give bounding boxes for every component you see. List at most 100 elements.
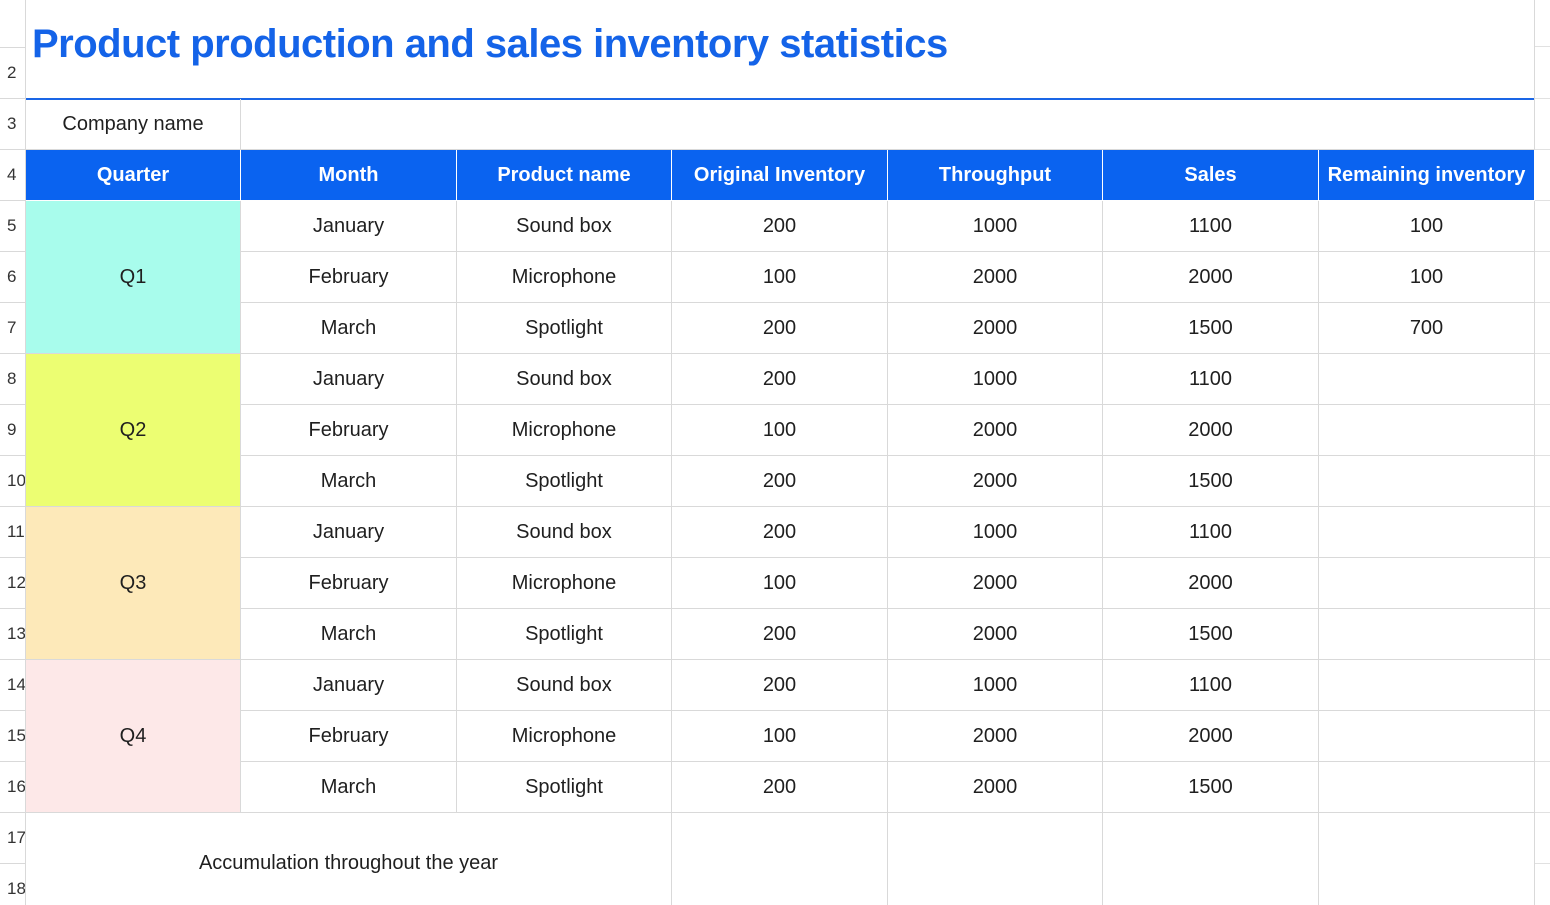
quarter-cell[interactable]: Q1 xyxy=(26,201,241,354)
cell-remaining[interactable] xyxy=(1319,609,1535,660)
cell-sales[interactable]: 1500 xyxy=(1103,762,1319,813)
cell-remaining[interactable] xyxy=(1319,660,1535,711)
cell-sales[interactable]: 2000 xyxy=(1103,558,1319,609)
row-number[interactable]: 3 xyxy=(7,114,17,133)
cell-remaining[interactable]: 100 xyxy=(1319,201,1535,252)
row-number[interactable]: 12 xyxy=(7,573,26,592)
cell-product[interactable]: Spotlight xyxy=(457,303,672,354)
cell-original[interactable]: 200 xyxy=(672,201,888,252)
cell-original[interactable]: 200 xyxy=(672,456,888,507)
row-number[interactable]: 18 xyxy=(7,879,26,898)
cell-throughput[interactable]: 2000 xyxy=(888,558,1103,609)
sheet-title[interactable]: Product production and sales inventory s… xyxy=(32,22,948,66)
cell-original[interactable]: 200 xyxy=(672,660,888,711)
row-number[interactable]: 16 xyxy=(7,777,26,796)
header-sales[interactable]: Sales xyxy=(1103,150,1319,201)
cell-remaining[interactable] xyxy=(1319,456,1535,507)
cell-product[interactable]: Sound box xyxy=(457,354,672,405)
cell-sales[interactable]: 1500 xyxy=(1103,303,1319,354)
header-throughput[interactable]: Throughput xyxy=(888,150,1103,201)
cell-product[interactable]: Microphone xyxy=(457,405,672,456)
cell-remaining[interactable] xyxy=(1319,405,1535,456)
cell-throughput[interactable]: 1000 xyxy=(888,660,1103,711)
row-number[interactable]: 5 xyxy=(7,216,17,235)
cell-month[interactable]: March xyxy=(241,456,457,507)
cell-throughput[interactable]: 1000 xyxy=(888,507,1103,558)
cell-sales[interactable]: 1500 xyxy=(1103,609,1319,660)
cell-product[interactable]: Spotlight xyxy=(457,762,672,813)
cell-product[interactable]: Spotlight xyxy=(457,609,672,660)
total-label[interactable]: Accumulation throughout the year xyxy=(26,813,672,905)
cell-remaining[interactable]: 100 xyxy=(1319,252,1535,303)
total-cell[interactable] xyxy=(888,813,1103,905)
row-number[interactable]: 9 xyxy=(7,420,17,439)
cell-sales[interactable]: 1100 xyxy=(1103,660,1319,711)
company-name-label[interactable]: Company name xyxy=(26,99,241,150)
cell-month[interactable]: January xyxy=(241,660,457,711)
cell-remaining[interactable] xyxy=(1319,558,1535,609)
cell-throughput[interactable]: 2000 xyxy=(888,609,1103,660)
cell-month[interactable]: January xyxy=(241,507,457,558)
row-number[interactable]: 15 xyxy=(7,726,26,745)
cell-month[interactable]: March xyxy=(241,762,457,813)
cell-month[interactable]: January xyxy=(241,354,457,405)
cell-throughput[interactable]: 1000 xyxy=(888,354,1103,405)
header-month[interactable]: Month xyxy=(241,150,457,201)
cell-product[interactable]: Sound box xyxy=(457,201,672,252)
cell-product[interactable]: Sound box xyxy=(457,507,672,558)
cell-throughput[interactable]: 2000 xyxy=(888,303,1103,354)
cell-product[interactable]: Microphone xyxy=(457,558,672,609)
row-number[interactable]: 11 xyxy=(7,522,25,541)
cell-throughput[interactable]: 1000 xyxy=(888,201,1103,252)
header-product-name[interactable]: Product name xyxy=(457,150,672,201)
total-cell[interactable] xyxy=(1319,813,1535,905)
cell-month[interactable]: February xyxy=(241,252,457,303)
row-number[interactable]: 2 xyxy=(7,63,17,82)
cell-original[interactable]: 100 xyxy=(672,252,888,303)
cell-remaining[interactable] xyxy=(1319,711,1535,762)
cell-month[interactable]: February xyxy=(241,405,457,456)
cell-sales[interactable]: 2000 xyxy=(1103,711,1319,762)
cell-remaining[interactable] xyxy=(1319,507,1535,558)
total-cell[interactable] xyxy=(1103,813,1319,905)
cell-month[interactable]: March xyxy=(241,609,457,660)
cell-remaining[interactable] xyxy=(1319,762,1535,813)
cell-original[interactable]: 200 xyxy=(672,303,888,354)
header-remaining-inventory[interactable]: Remaining inventory xyxy=(1319,150,1535,201)
cell-sales[interactable]: 1100 xyxy=(1103,354,1319,405)
row-number[interactable]: 17 xyxy=(7,828,26,847)
cell-month[interactable]: February xyxy=(241,558,457,609)
cell-throughput[interactable]: 2000 xyxy=(888,456,1103,507)
cell-month[interactable]: February xyxy=(241,711,457,762)
cell-sales[interactable]: 1500 xyxy=(1103,456,1319,507)
total-cell[interactable] xyxy=(672,813,888,905)
cell-remaining[interactable] xyxy=(1319,354,1535,405)
cell-product[interactable]: Microphone xyxy=(457,252,672,303)
quarter-cell[interactable]: Q4 xyxy=(26,660,241,813)
cell-throughput[interactable]: 2000 xyxy=(888,405,1103,456)
cell-original[interactable]: 100 xyxy=(672,711,888,762)
cell-remaining[interactable]: 700 xyxy=(1319,303,1535,354)
row-number[interactable]: 6 xyxy=(7,267,17,286)
header-original-inventory[interactable]: Original Inventory xyxy=(672,150,888,201)
cell-month[interactable]: January xyxy=(241,201,457,252)
cell-product[interactable]: Sound box xyxy=(457,660,672,711)
cell-product[interactable]: Microphone xyxy=(457,711,672,762)
row-number[interactable]: 8 xyxy=(7,369,17,388)
cell-sales[interactable]: 1100 xyxy=(1103,201,1319,252)
cell-throughput[interactable]: 2000 xyxy=(888,762,1103,813)
cell-throughput[interactable]: 2000 xyxy=(888,252,1103,303)
cell-original[interactable]: 200 xyxy=(672,507,888,558)
cell-throughput[interactable]: 2000 xyxy=(888,711,1103,762)
cell-product[interactable]: Spotlight xyxy=(457,456,672,507)
row-number[interactable]: 10 xyxy=(7,471,26,490)
cell-sales[interactable]: 2000 xyxy=(1103,252,1319,303)
row-number[interactable]: 14 xyxy=(7,675,26,694)
quarter-cell[interactable]: Q3 xyxy=(26,507,241,660)
row-number[interactable]: 7 xyxy=(7,318,17,337)
row-number[interactable]: 13 xyxy=(7,624,26,643)
cell-original[interactable]: 200 xyxy=(672,609,888,660)
cell-month[interactable]: March xyxy=(241,303,457,354)
cell-original[interactable]: 100 xyxy=(672,558,888,609)
cell-sales[interactable]: 2000 xyxy=(1103,405,1319,456)
